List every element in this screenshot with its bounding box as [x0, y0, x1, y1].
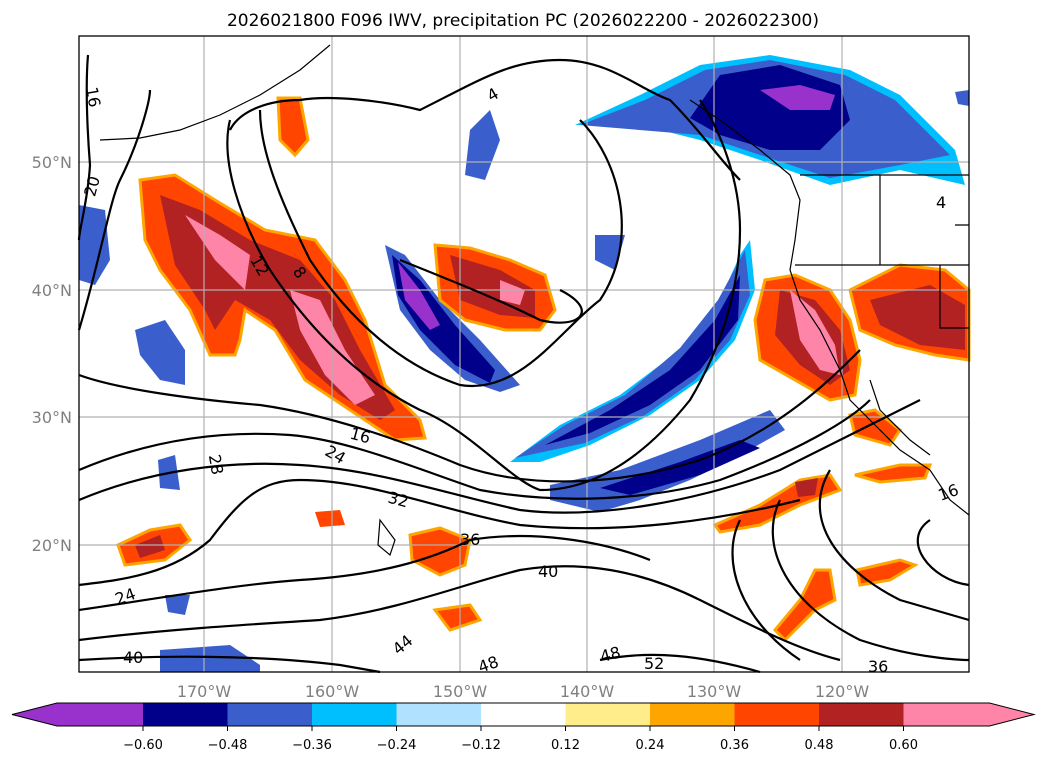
- colorbar: −0.60 −0.48 −0.36 −0.24 −0.12 0.12 0.24 0.36 0.4…: [11, 702, 1036, 753]
- colorbar-segment: [819, 703, 904, 726]
- lat-label: 20°N: [32, 536, 72, 555]
- coastlines: [99, 44, 970, 557]
- colorbar-tick-label: 0.12: [551, 738, 580, 753]
- contour-label: 16: [348, 424, 373, 448]
- colorbar-extend-low: [12, 703, 143, 726]
- colorbar-segment: [481, 703, 566, 726]
- colorbar-tick-label: 0.36: [720, 738, 749, 753]
- colorbar-outline: [11, 702, 1036, 727]
- figure-title: 2026021800 F096 IWV, precipitation PC (2…: [227, 11, 819, 31]
- contour-label: 36: [868, 657, 888, 676]
- colorbar-tick-label: −0.48: [208, 738, 248, 753]
- contour-label: 40: [538, 562, 558, 581]
- lon-label: 120°W: [815, 682, 870, 701]
- contour-label: 48: [598, 643, 623, 667]
- contour-label: 28: [205, 453, 227, 476]
- contour-label: 20: [80, 174, 104, 199]
- colorbar-tick-label: 0.24: [636, 738, 665, 753]
- lon-label: 140°W: [560, 682, 615, 701]
- contour-label: 36: [460, 530, 480, 549]
- colorbar-tick-label: −0.60: [123, 738, 163, 753]
- contour-label: 16: [82, 85, 104, 108]
- latitude-labels: 50°N 40°N 30°N 20°N: [32, 153, 72, 555]
- longitude-labels: 170°W 160°W 150°W 140°W 130°W 120°W: [177, 682, 870, 701]
- colorbar-tick-label: −0.12: [461, 738, 501, 753]
- contour-label: 52: [644, 654, 664, 673]
- colorbar-tick-label: −0.36: [292, 738, 332, 753]
- lon-label: 170°W: [177, 682, 232, 701]
- map-panel: 16 20 4 12 8 16 24 32 28 36 40 24 40 44 …: [77, 35, 971, 677]
- colorbar-segment: [734, 703, 820, 726]
- colorbar-tick-label: −0.24: [377, 738, 417, 753]
- colorbar-segment: [650, 703, 735, 726]
- contour-label: 4: [936, 193, 946, 212]
- colorbar-segment: [143, 703, 228, 726]
- lon-label: 150°W: [433, 682, 488, 701]
- colorbar-tick-label: 0.60: [889, 738, 918, 753]
- colorbar-segment: [565, 703, 651, 726]
- precip-negative-fields: [79, 55, 969, 672]
- lat-label: 50°N: [32, 153, 72, 172]
- lon-label: 130°W: [687, 682, 742, 701]
- colorbar-segment: [227, 703, 313, 726]
- colorbar-segment: [396, 703, 482, 726]
- lon-label: 160°W: [305, 682, 360, 701]
- colorbar-tick-label: 0.48: [805, 738, 834, 753]
- iwv-contours: [77, 54, 970, 674]
- colorbar-segment: [312, 703, 397, 726]
- colorbar-extend-high: [903, 703, 1034, 726]
- lat-label: 30°N: [32, 408, 72, 427]
- contour-label: 32: [386, 488, 411, 512]
- contour-label: 40: [123, 648, 143, 667]
- lat-label: 40°N: [32, 281, 72, 300]
- graticule: [79, 36, 969, 672]
